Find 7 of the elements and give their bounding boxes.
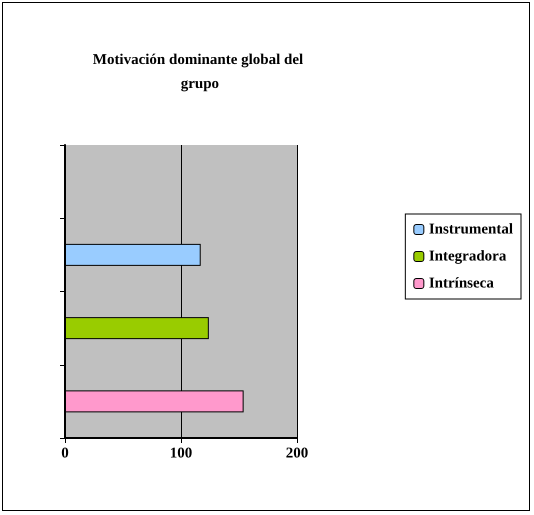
legend-label: Instrumental <box>428 222 513 238</box>
legend-label: Intrínseca <box>428 276 494 292</box>
chart-title: Motivación dominante global del grupo <box>92 52 304 92</box>
legend-label: Integradora <box>428 248 507 264</box>
x-tick-label: 200 <box>286 446 308 462</box>
x-tick-label: 100 <box>170 446 192 462</box>
x-tick-label: 0 <box>61 446 69 462</box>
